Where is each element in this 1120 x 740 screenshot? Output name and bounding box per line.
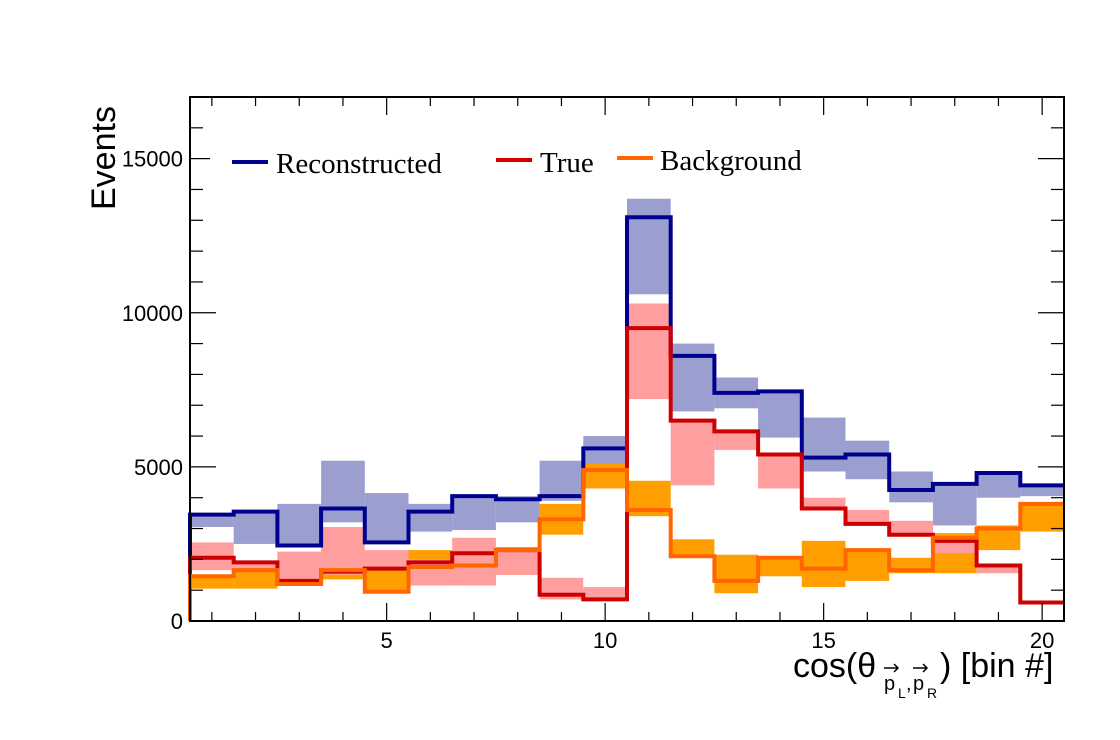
band-true-bin-12	[670, 420, 715, 486]
band-reconstructed-bin-12	[670, 343, 715, 412]
band-true-bin-10	[583, 587, 627, 600]
band-background-bin-13	[714, 554, 759, 594]
band-true-bin-15	[801, 497, 846, 509]
band-reconstructed-bin-11	[627, 198, 671, 295]
band-reconstructed-bin-20	[1020, 485, 1064, 497]
x-axis-title-sub-r: R	[927, 685, 937, 701]
legend: Reconstructed True Background	[210, 130, 850, 198]
x-axis-title-main: cos(θ	[793, 647, 876, 685]
band-true-bin-17	[889, 520, 933, 534]
band-background-bin-12	[670, 539, 715, 557]
band-true-bin-2	[233, 562, 278, 569]
line-background	[188, 467, 1064, 621]
x-tick-label: 20	[1030, 628, 1054, 653]
band-true-bin-14	[758, 454, 802, 489]
plot-frame	[189, 96, 1065, 622]
band-reconstructed-bin-15	[801, 417, 846, 472]
x-axis-title-tail: ) [bin #]	[940, 647, 1053, 685]
band-reconstructed-bin-5	[364, 493, 409, 544]
band-reconstructed-bin-18	[932, 483, 977, 526]
band-reconstructed-bin-7	[452, 496, 496, 531]
x-tick-label: 5	[381, 628, 393, 653]
band-background-bin-2	[233, 568, 278, 589]
band-background-bin-10	[583, 463, 627, 489]
x-tick-label: 15	[811, 628, 835, 653]
band-background-bin-14	[758, 556, 802, 577]
band-reconstructed-bin-14	[758, 391, 802, 438]
y-tick-label: 10000	[122, 301, 183, 326]
band-true-bin-5	[364, 550, 409, 571]
band-true-bin-4	[321, 526, 365, 575]
x-axis-title-sub-l: L	[898, 685, 906, 701]
legend-label-true: True	[540, 147, 594, 179]
band-true-bin-11	[627, 303, 671, 400]
band-true-bin-16	[845, 510, 890, 524]
band-background-bin-15	[801, 540, 846, 588]
band-reconstructed-bin-6	[408, 503, 453, 532]
band-true-bin-8	[495, 550, 540, 575]
y-tick-label: 15000	[122, 147, 183, 172]
band-true-bin-7	[452, 537, 496, 586]
x-axis-title-comma: ,	[906, 673, 912, 695]
legend-label-reconstructed: Reconstructed	[276, 148, 442, 180]
x-tick-labels: 5 10 15 20	[381, 628, 1055, 653]
legend-background	[210, 130, 850, 198]
band-reconstructed-bin-4	[321, 460, 365, 523]
band-background-bin-16	[845, 550, 890, 581]
y-axis-title: Events	[85, 106, 123, 210]
band-true-bin-19	[976, 565, 1021, 574]
band-reconstructed-bin-3	[277, 503, 322, 546]
vector-arrow-icon	[913, 663, 929, 673]
band-true-bin-18	[932, 540, 977, 554]
band-reconstructed-bin-2	[233, 511, 278, 544]
band-true-bin-13	[714, 431, 759, 450]
band-reconstructed-bin-9	[539, 460, 584, 501]
uncertainty-bands	[190, 198, 1064, 600]
x-axis-title: cos(θ p L , p R ) [bin #]	[793, 647, 1053, 701]
vector-arrow-icon	[884, 663, 900, 673]
series-lines	[188, 215, 1064, 621]
y-tick-label: 0	[171, 609, 183, 634]
band-reconstructed-bin-16	[845, 440, 890, 480]
band-reconstructed-bin-19	[976, 473, 1021, 498]
legend-label-background: Background	[660, 145, 802, 177]
band-background-bin-20	[1020, 502, 1064, 532]
band-reconstructed-bin-17	[889, 471, 933, 503]
y-tick-label: 5000	[134, 455, 183, 480]
y-tick-labels: 0 5000 10000 15000	[122, 147, 183, 634]
band-background-bin-1	[190, 576, 234, 589]
x-axis-title-sub-p2: p	[913, 673, 924, 695]
x-tick-label: 10	[593, 628, 617, 653]
x-axis-title-sub-p1: p	[884, 673, 895, 695]
band-true-bin-3	[277, 551, 322, 585]
